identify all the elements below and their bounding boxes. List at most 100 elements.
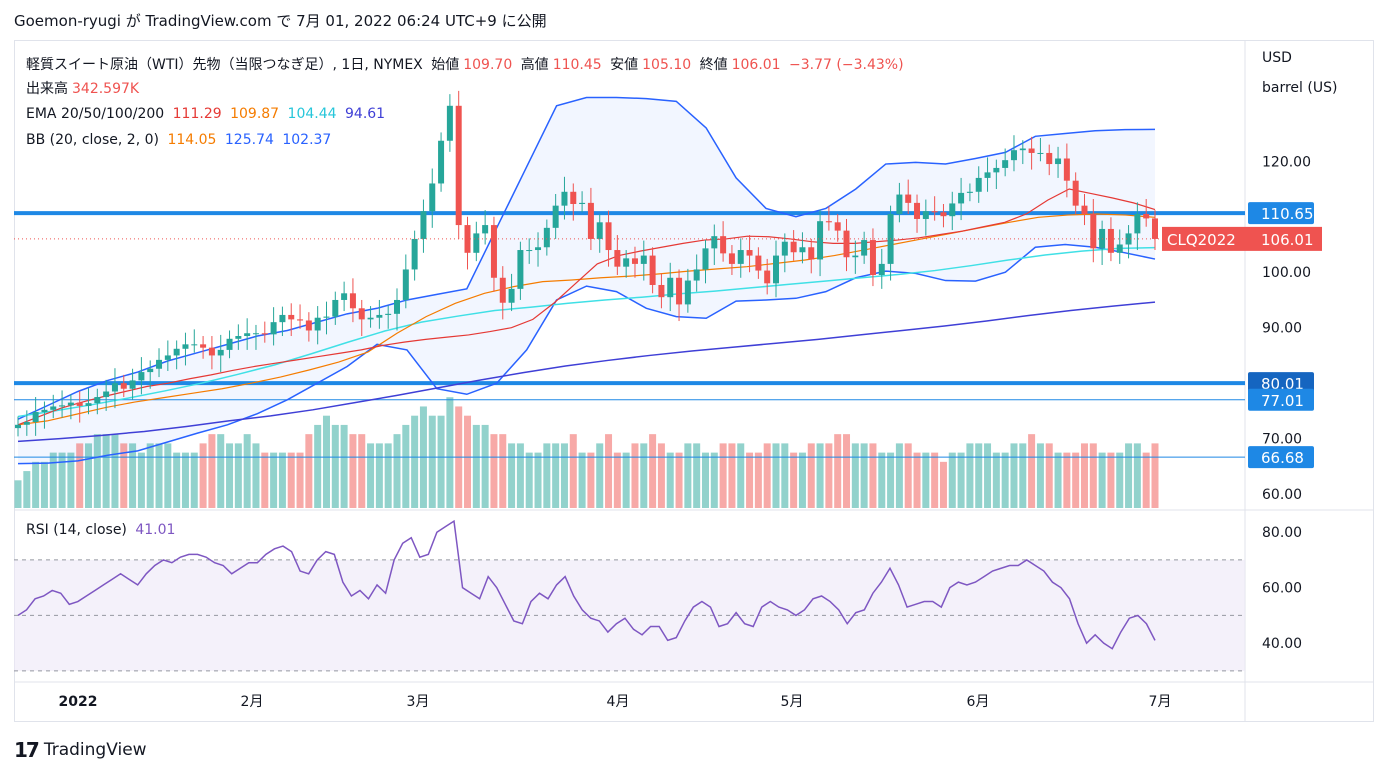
price-tick-label: 120.00 [1262, 154, 1311, 170]
volume-bar [243, 434, 251, 508]
volume-bar [816, 443, 824, 508]
volume-bar [613, 452, 621, 508]
volume-bar [40, 461, 48, 508]
candle-body [658, 284, 665, 298]
volume-bar [1098, 452, 1106, 508]
volume-bar [1151, 443, 1159, 508]
price-tag-77-bg [1248, 388, 1314, 411]
candle-body [799, 247, 806, 253]
candle-body [1125, 233, 1132, 245]
time-tick-label: 6月 [967, 694, 990, 710]
candle-body [1055, 158, 1062, 165]
volume-bar [1019, 443, 1027, 508]
legend-ema: EMA 20/50/100/200 111.29 109.87 104.44 9… [26, 106, 386, 122]
candle-body [67, 402, 74, 406]
volume-bar [1133, 443, 1141, 508]
legend-volume: 出来高 342.597K [26, 81, 140, 97]
tradingview-logo-icon: 17 [14, 738, 40, 762]
candle-body [217, 349, 224, 356]
legend-high: 110.45 [552, 57, 602, 73]
candle-body [905, 194, 912, 203]
candle-body [235, 336, 242, 339]
candle-body [59, 405, 66, 407]
candle-body [23, 422, 30, 425]
candle-body [535, 247, 542, 251]
candle-body [499, 277, 506, 303]
time-tick-label: 2月 [241, 694, 264, 710]
candle-body [482, 225, 489, 234]
candle-body [958, 192, 965, 204]
volume-bar [887, 452, 895, 508]
volume-bar [358, 434, 366, 508]
price-tag-80: 80.01 [1261, 375, 1304, 393]
candle-body [878, 263, 885, 275]
volume-bar [525, 452, 533, 508]
volume-bar [587, 452, 595, 508]
candle-body [764, 270, 771, 284]
candle-body [861, 240, 868, 256]
candle-body [261, 333, 268, 335]
candle-body [226, 338, 233, 350]
time-tick-label: 3月 [407, 694, 430, 710]
candle-body [420, 211, 427, 239]
volume-bar [499, 434, 507, 508]
volume-bar [278, 452, 286, 508]
candle-body [173, 348, 180, 356]
candle-body [164, 355, 171, 360]
candle-body [614, 250, 621, 267]
volume-bar [605, 434, 613, 508]
volume-bar [895, 443, 903, 508]
candle-body [279, 314, 286, 323]
volume-bar [411, 415, 419, 508]
volume-bar [340, 424, 348, 508]
volume-bar [1045, 443, 1053, 508]
volume-bar [737, 443, 745, 508]
candle-body [1107, 228, 1114, 253]
candle-body [561, 191, 568, 206]
volume-bar [322, 415, 330, 508]
candle-body [120, 383, 127, 389]
candle-body [314, 317, 321, 331]
candle-body [570, 191, 577, 204]
candle-body [411, 238, 418, 270]
candle-body [693, 269, 700, 281]
tradingview-brand[interactable]: 17 TradingView [14, 738, 147, 762]
candle-body [711, 236, 718, 249]
volume-bar [596, 443, 604, 508]
bb-lower-line [17, 243, 1156, 465]
candle-body [191, 344, 198, 346]
candle-body [975, 177, 982, 192]
candle-body [825, 221, 832, 223]
candle-body [517, 250, 524, 289]
candle-body [1002, 160, 1009, 168]
candle-body [138, 372, 145, 381]
ema20-line [17, 188, 1156, 426]
volume-bar [719, 443, 727, 508]
candle-body [817, 221, 824, 260]
volume-bar [32, 461, 40, 508]
price-tag-77: 77.01 [1261, 392, 1304, 410]
volume-bar [252, 443, 260, 508]
volume-bar [649, 434, 657, 508]
unit-barrel: barrel (US) [1262, 80, 1338, 96]
candle-body [931, 211, 938, 213]
legend-low: 105.10 [642, 57, 692, 73]
volume-bar [869, 443, 877, 508]
chart-frame[interactable] [14, 40, 1374, 722]
volume-bar [675, 452, 683, 508]
volume-bar [129, 443, 137, 508]
candle-body [1028, 148, 1035, 153]
volume-bar [314, 424, 322, 508]
candle-body [1019, 148, 1026, 151]
candle-body [156, 359, 163, 369]
ema50-value: 109.87 [230, 106, 280, 122]
volume-bar [1142, 452, 1150, 508]
volume-bar [948, 452, 956, 508]
volume-bar [93, 434, 101, 508]
candle-body [1072, 180, 1079, 206]
candle-body [147, 368, 154, 373]
candle-body [781, 241, 788, 256]
candle-body [349, 293, 356, 309]
candle-body [984, 172, 991, 178]
